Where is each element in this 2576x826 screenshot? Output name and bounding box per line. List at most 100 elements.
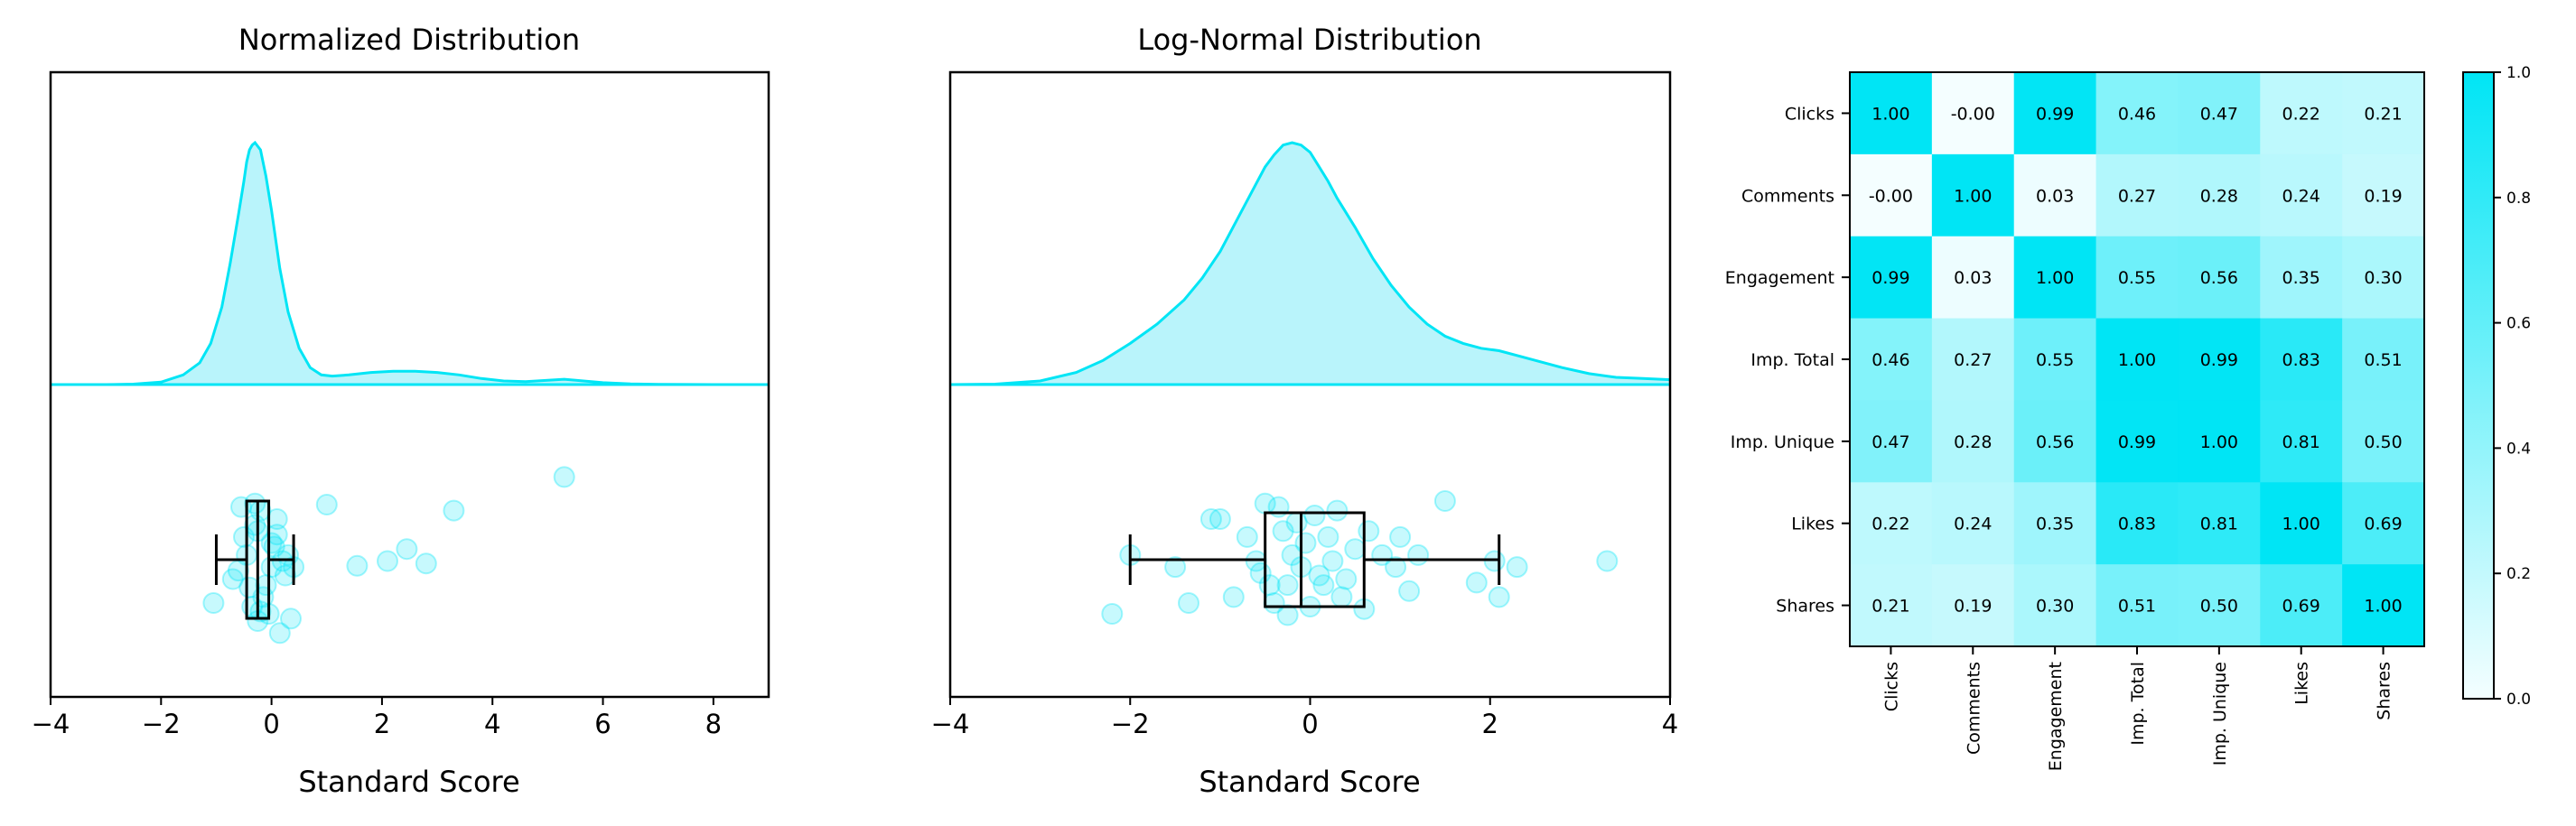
heatmap-cell bbox=[1850, 400, 1933, 483]
normalized-strip-point bbox=[233, 525, 255, 548]
heatmap-cell bbox=[2178, 153, 2261, 237]
log-normal-strip-point bbox=[1506, 556, 1528, 579]
log-normal-strip-point bbox=[1272, 520, 1294, 543]
heatmap-cell bbox=[2095, 482, 2179, 565]
log-normal-distribution-title: Log-Normal Distribution bbox=[1137, 23, 1481, 57]
log-normal-strip-point bbox=[1294, 532, 1317, 554]
log-normal-strip-point bbox=[1385, 556, 1407, 579]
heatmap-cell bbox=[1850, 153, 1933, 237]
heatmap-cell bbox=[2342, 153, 2425, 237]
log-normal-strip-point bbox=[1312, 574, 1335, 597]
log-normal-strip-point bbox=[1101, 603, 1124, 625]
heatmap-cell-label: 0.03 bbox=[1954, 268, 1992, 288]
heatmap-cell-label: 0.28 bbox=[2200, 186, 2238, 206]
heatmap-column-label: Imp. Total bbox=[2128, 662, 2148, 746]
heatmap-cell bbox=[1931, 153, 2015, 237]
normalized-strip-point bbox=[346, 554, 369, 577]
log-normal-strip-point bbox=[1433, 490, 1456, 512]
log-normal-x-tick-label: 2 bbox=[1482, 709, 1498, 739]
normalized-strip-point bbox=[249, 600, 272, 623]
heatmap-cell-label: 0.24 bbox=[2282, 186, 2320, 206]
heatmap-cell bbox=[2013, 400, 2097, 483]
heatmap-row-labels: Clicks Comments Engagement Imp. Total Imp. U… bbox=[1725, 104, 1850, 617]
heatmap-cell-label: 0.47 bbox=[2200, 104, 2238, 124]
heatmap-cell bbox=[1850, 72, 1933, 155]
log-normal-strip-point bbox=[1178, 592, 1199, 614]
heatmap-cell-label: 0.69 bbox=[2282, 597, 2320, 617]
normalized-x-ticks: −4 −2 0 2 4 6 8 bbox=[32, 697, 722, 739]
heatmap-cell-label: 1.00 bbox=[2200, 432, 2238, 452]
normalized-x-tick-label: −4 bbox=[32, 709, 70, 739]
heatmap-cell bbox=[1850, 318, 1933, 401]
normalized-strip-point bbox=[268, 622, 291, 645]
heatmap-cell-label: 0.19 bbox=[1954, 597, 1992, 617]
heatmap-cell-label: 0.28 bbox=[1954, 432, 1992, 452]
log-normal-strip-point bbox=[1389, 525, 1412, 548]
heatmap-cell bbox=[2013, 564, 2097, 647]
heatmap-cell bbox=[2178, 236, 2261, 320]
normalized-strip-point bbox=[553, 466, 575, 488]
log-normal-x-tick-label: −2 bbox=[1111, 709, 1150, 739]
log-normal-strip-point bbox=[1321, 550, 1344, 572]
heatmap-cell bbox=[2260, 318, 2343, 401]
heatmap-cell-label: 0.19 bbox=[2364, 186, 2402, 206]
normalized-strip-point bbox=[260, 556, 283, 579]
normalized-density-line bbox=[51, 140, 769, 386]
heatmap-cell-label: 1.00 bbox=[2118, 350, 2156, 370]
colorbar bbox=[2462, 71, 2495, 700]
log-normal-strip-point bbox=[1335, 568, 1358, 590]
normalized-x-axis-label: Standard Score bbox=[298, 765, 519, 799]
heatmap-cell-label: 0.24 bbox=[1954, 515, 1992, 534]
heatmap-cell-label: 0.56 bbox=[2036, 432, 2074, 452]
log-normal-strip-point bbox=[1303, 505, 1326, 526]
heatmap-cell-label: 0.22 bbox=[1871, 515, 1909, 534]
heatmap-cell bbox=[2095, 564, 2179, 647]
log-normal-x-tick-label: 4 bbox=[1662, 709, 1678, 739]
normalized-strip-point bbox=[266, 508, 288, 530]
log-normal-box-iqr bbox=[1264, 511, 1366, 608]
heatmap-cell bbox=[2095, 318, 2179, 401]
normalized-strip-point bbox=[244, 492, 266, 515]
log-normal-strip-point bbox=[1285, 511, 1308, 534]
log-normal-strip-point bbox=[1488, 586, 1510, 608]
normalized-x-tick-label: 4 bbox=[484, 709, 500, 739]
heatmap-cell bbox=[2178, 400, 2261, 483]
heatmap-cell-label: 1.00 bbox=[2036, 268, 2074, 288]
heatmap-cell-label: 0.99 bbox=[2036, 104, 2074, 124]
heatmap-cell bbox=[2178, 318, 2261, 401]
heatmap-cell-label: 0.46 bbox=[2118, 104, 2156, 124]
heatmap-column-label: Engagement bbox=[2046, 662, 2066, 771]
heatmap-cell-label: 0.99 bbox=[1871, 268, 1909, 288]
heatmap-cell-label: 1.00 bbox=[1954, 186, 1992, 206]
heatmap-cell bbox=[2095, 153, 2179, 237]
heatmap-cell bbox=[2260, 564, 2343, 647]
log-normal-plot-area bbox=[949, 141, 1671, 626]
normalized-strip-point bbox=[260, 532, 283, 554]
log-normal-strip-point bbox=[1407, 543, 1430, 566]
heatmap-cell bbox=[2095, 72, 2179, 155]
heatmap-cell-label: 0.35 bbox=[2282, 268, 2320, 288]
normalized-strip-point bbox=[396, 538, 418, 561]
heatmap-cell bbox=[2342, 564, 2425, 647]
log-normal-density-line bbox=[949, 141, 1671, 386]
heatmap-cell bbox=[1931, 318, 2015, 401]
heatmap-cell-label: 0.21 bbox=[2364, 104, 2402, 124]
heatmap-cell bbox=[2013, 318, 2097, 401]
normalized-strip-point bbox=[255, 574, 277, 597]
log-normal-x-tick-label: −4 bbox=[931, 709, 970, 739]
normalized-strip-point bbox=[443, 499, 465, 522]
heatmap-cell-label: 0.22 bbox=[2282, 104, 2320, 124]
heatmap-cell-label: 0.81 bbox=[2200, 515, 2238, 534]
log-normal-strip-point bbox=[1317, 525, 1339, 548]
heatmap-cell-label: 0.51 bbox=[2118, 597, 2156, 617]
heatmap-cell bbox=[2342, 72, 2425, 155]
colorbar-ticks: 0.0 0.2 0.4 0.6 0.8 1.0 bbox=[2494, 64, 2531, 709]
heatmap-cell-label: 0.03 bbox=[2036, 186, 2074, 206]
heatmap-cells: 1.00 -0.00 0.99 0.46 0.47 0.22 0.21 -0.00 1.00 0.… bbox=[1850, 72, 2425, 647]
log-normal-x-ticks: −4 −2 0 2 4 bbox=[931, 697, 1678, 739]
log-normal-density-fill bbox=[950, 143, 1670, 385]
colorbar-tick-label: 0.6 bbox=[2506, 315, 2531, 333]
log-normal-strip-point bbox=[1276, 604, 1299, 626]
heatmap-column-label: Comments bbox=[1964, 662, 1983, 755]
log-normal-strip-point bbox=[1326, 499, 1349, 522]
